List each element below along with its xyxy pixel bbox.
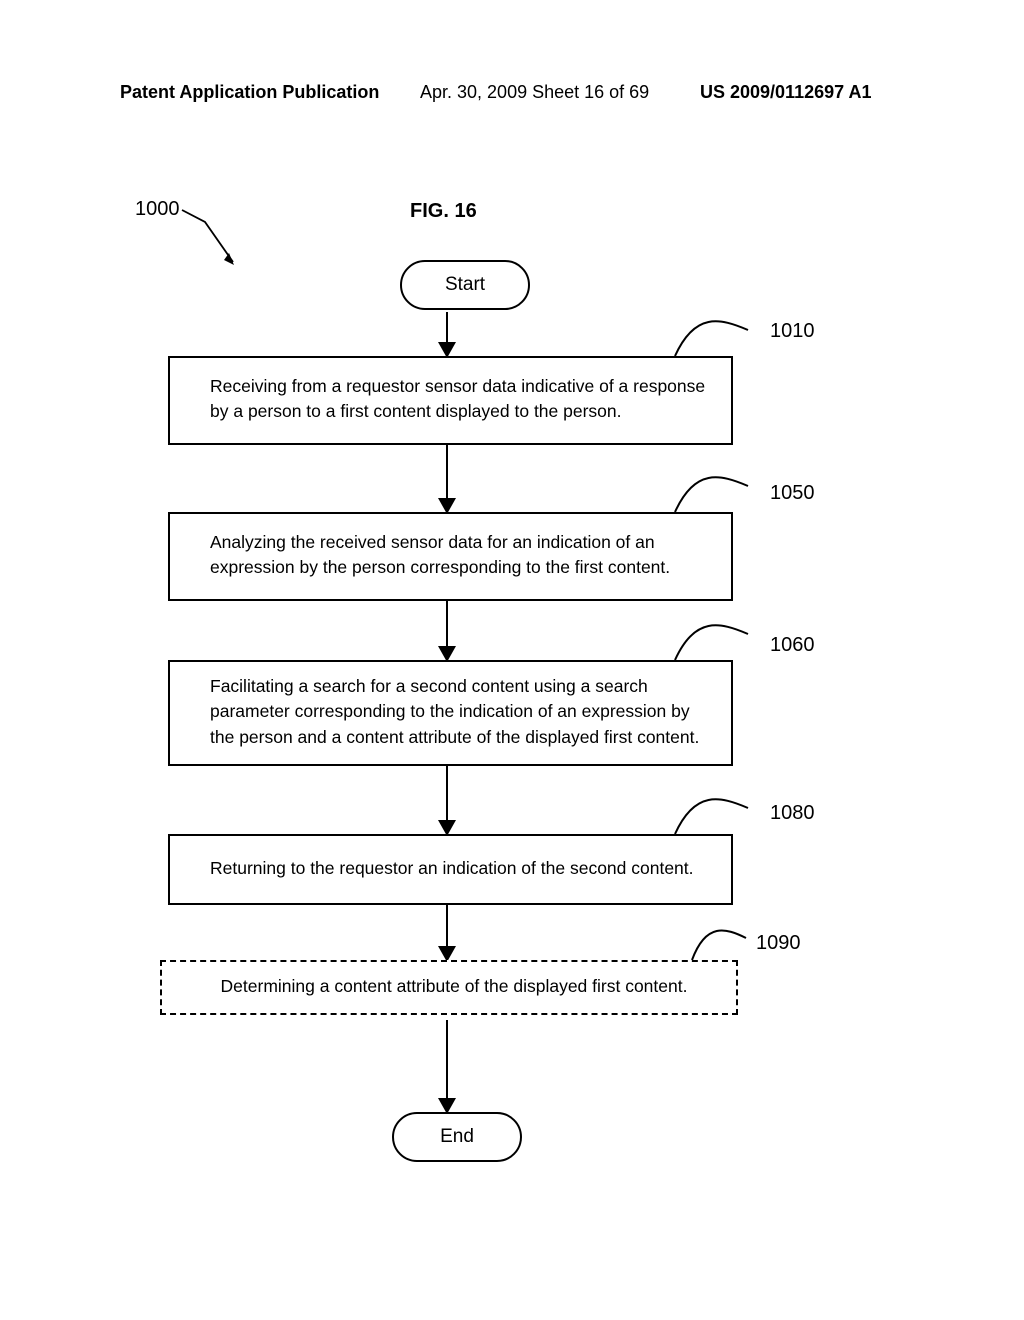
ref-1050: 1050 bbox=[770, 482, 815, 505]
header-right: US 2009/0112697 A1 bbox=[700, 82, 871, 103]
box-1060: Facilitating a search for a second conte… bbox=[168, 660, 733, 766]
box-1090: Determining a content attribute of the d… bbox=[160, 960, 738, 1015]
page: Patent Application Publication Apr. 30, … bbox=[0, 0, 1024, 1320]
header-mid: Apr. 30, 2009 Sheet 16 of 69 bbox=[420, 82, 649, 103]
ref-1090: 1090 bbox=[756, 932, 801, 955]
header-left: Patent Application Publication bbox=[120, 82, 379, 103]
start-label: Start bbox=[445, 274, 485, 296]
ref-1000: 1000 bbox=[135, 198, 180, 221]
box-1050: Analyzing the received sensor data for a… bbox=[168, 512, 733, 601]
end-label: End bbox=[440, 1126, 474, 1148]
start-terminator: Start bbox=[400, 260, 530, 310]
ref-1080: 1080 bbox=[770, 802, 815, 825]
ref-1060: 1060 bbox=[770, 634, 815, 657]
box-1080: Returning to the requestor an indication… bbox=[168, 834, 733, 905]
box-1010: Receiving from a requestor sensor data i… bbox=[168, 356, 733, 445]
end-terminator: End bbox=[392, 1112, 522, 1162]
figure-title: FIG. 16 bbox=[410, 200, 477, 223]
ref-1010: 1010 bbox=[770, 320, 815, 343]
